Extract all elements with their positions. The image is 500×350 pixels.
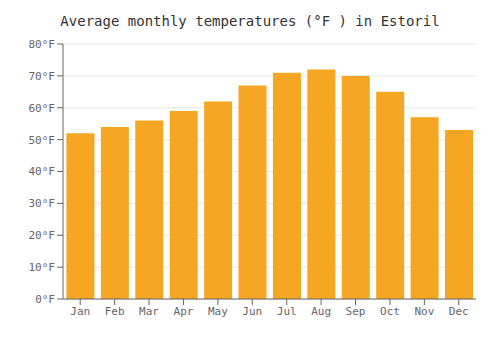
svg-text:Aug: Aug [311,305,331,318]
svg-text:50°F: 50°F [29,134,56,147]
svg-text:Jan: Jan [70,305,90,318]
svg-text:Nov: Nov [414,305,434,318]
html-text:Average monthly temperatures (: Average monthly temperatures (°F ) in Es… [60,13,440,29]
svg-text:Feb: Feb [105,305,125,318]
svg-text:20°F: 20°F [29,229,56,242]
svg-text:Oct: Oct [380,305,400,318]
svg-text:0°F: 0°F [35,293,55,306]
svg-text:Jun: Jun [242,305,262,318]
svg-text:10°F: 10°F [29,261,56,274]
svg-text:Mar: Mar [139,305,159,318]
svg-text:80°F: 80°F [29,38,56,51]
svg-text:Jul: Jul [277,305,297,318]
svg-text:Apr: Apr [174,305,194,318]
svg-text:May: May [208,305,228,318]
svg-text:Dec: Dec [449,305,469,318]
svg-text:40°F: 40°F [29,165,56,178]
svg-text:30°F: 30°F [29,197,56,210]
svg-text:Sep: Sep [346,305,366,318]
svg-text:70°F: 70°F [29,70,56,83]
svg-text:60°F: 60°F [29,102,56,115]
